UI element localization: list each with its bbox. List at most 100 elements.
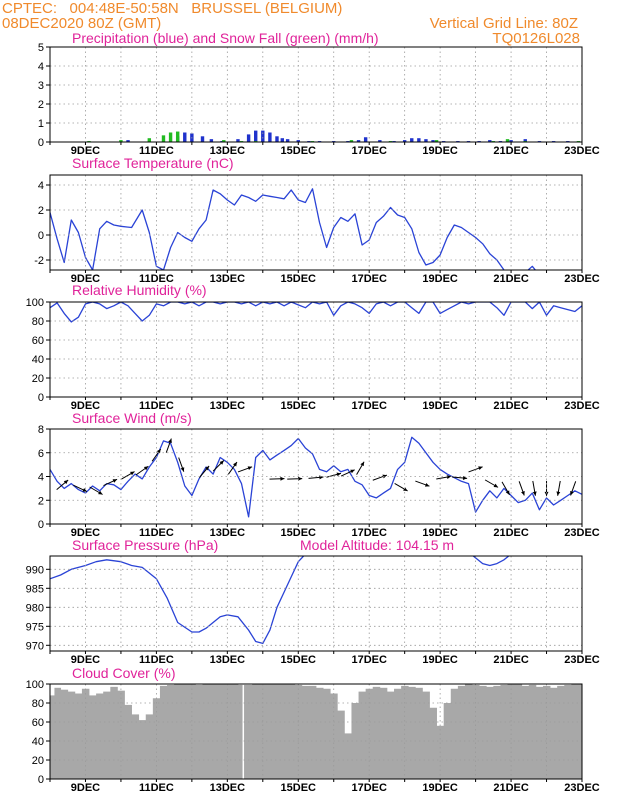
y-tick-label: 40 bbox=[32, 736, 44, 748]
cloud-cover-bar bbox=[188, 684, 196, 779]
x-tick-label: 15DEC bbox=[281, 400, 317, 412]
cloud-cover-bar bbox=[323, 688, 331, 779]
cloud-cover-bar bbox=[54, 687, 62, 779]
wind-arrow-head bbox=[532, 491, 537, 496]
precipitation-bar bbox=[356, 140, 361, 142]
x-tick-label: 17DEC bbox=[351, 527, 387, 539]
precipitation-bar bbox=[378, 140, 382, 142]
snowfall-bar bbox=[434, 140, 439, 142]
x-tick-label: 19DEC bbox=[422, 527, 458, 539]
wind-arrow-head bbox=[168, 438, 172, 444]
x-tick-label: 23DEC bbox=[564, 782, 600, 794]
y-tick-label: 970 bbox=[26, 640, 44, 652]
precipitation-bar bbox=[275, 136, 279, 142]
precipitation-bar bbox=[236, 139, 240, 142]
y-tick-label: 20 bbox=[32, 373, 44, 385]
precip-frame bbox=[49, 46, 583, 143]
cloud-frame bbox=[49, 683, 583, 780]
x-tick-label: 9DEC bbox=[71, 654, 100, 666]
precipitation-bar bbox=[183, 132, 187, 142]
wind-arrow-head bbox=[544, 491, 549, 496]
wind-arrow bbox=[178, 457, 185, 472]
cloud-cover-bar bbox=[372, 686, 381, 779]
y-tick-label: 6 bbox=[38, 448, 44, 460]
wind-arrow-head bbox=[319, 475, 324, 480]
x-tick-label: 19DEC bbox=[422, 400, 458, 412]
wind-arrow bbox=[135, 465, 149, 476]
cloud-cover-bar bbox=[280, 684, 289, 779]
precipitation-bar bbox=[296, 140, 300, 142]
cloud-cover-bar bbox=[195, 684, 203, 779]
wind-arrow-head bbox=[424, 482, 430, 487]
cloud-cover-bar bbox=[138, 720, 147, 779]
cloud-cover-bar bbox=[209, 684, 218, 779]
wind-arrow bbox=[484, 479, 499, 488]
wind-arrow bbox=[56, 479, 69, 491]
humidity-series-line bbox=[50, 302, 582, 323]
wind-arrow-head bbox=[219, 460, 224, 465]
cloud-cover-bar bbox=[422, 691, 430, 779]
wind-arrow bbox=[199, 465, 210, 478]
x-tick-label: 19DEC bbox=[422, 145, 458, 157]
cloud-cover-bar bbox=[464, 684, 473, 779]
x-tick-label: 21DEC bbox=[493, 400, 529, 412]
wind-arrow bbox=[73, 484, 88, 492]
y-tick-label: 100 bbox=[26, 297, 44, 309]
y-tick-label: 8 bbox=[38, 424, 44, 436]
wind-arrow bbox=[501, 481, 510, 496]
cloud-cover-bar bbox=[358, 691, 367, 779]
wind-plot bbox=[50, 436, 582, 518]
wind-arrow-head bbox=[63, 479, 69, 485]
precipitation-bar bbox=[246, 134, 251, 142]
cloud-plot-area: 0 20 40 60 80 100 9DEC 11DEC 13DEC 15DEC 17DEC 19DE… bbox=[26, 679, 600, 794]
cloud-cover-bar bbox=[308, 685, 317, 779]
cloud-cover-bar bbox=[557, 685, 565, 779]
pressure-series-line bbox=[50, 556, 510, 645]
cloud-cover-bar bbox=[294, 684, 303, 779]
wind-arrow-head bbox=[156, 448, 161, 454]
wind-arrow bbox=[103, 478, 118, 487]
cloud-cover-bar bbox=[230, 684, 239, 779]
y-tick-label: 975 bbox=[26, 621, 44, 633]
precipitation-bar bbox=[431, 140, 435, 142]
x-tick-label: 17DEC bbox=[351, 654, 387, 666]
x-tick-label: 13DEC bbox=[210, 654, 246, 666]
wind-arrow bbox=[227, 461, 238, 475]
x-tick-label: 13DEC bbox=[210, 273, 246, 285]
y-tick-label: 0 bbox=[38, 137, 44, 149]
cloud-cover-bar bbox=[429, 707, 437, 779]
temp-series-line bbox=[50, 188, 537, 270]
wind-arrow-head bbox=[350, 469, 355, 474]
cloud-cover-bar bbox=[415, 687, 423, 779]
cloud-cover-bar bbox=[316, 687, 324, 779]
header-grid-line: Vertical Grid Line: 80Z bbox=[430, 15, 578, 32]
y-tick-label: 80 bbox=[32, 316, 44, 328]
cloud-cover-bar bbox=[74, 693, 83, 779]
precipitation-bar bbox=[254, 130, 258, 142]
wind-arrow bbox=[394, 483, 408, 492]
y-tick-label: 1 bbox=[38, 118, 44, 130]
precipitation-bar bbox=[268, 132, 272, 142]
wind-arrow-head bbox=[336, 472, 341, 477]
x-tick-label: 19DEC bbox=[422, 654, 458, 666]
wind-arrow-head bbox=[521, 490, 525, 496]
panel-wind: 0 2 4 6 8 9DEC 11DEC 13DEC 15DEC 17DEC 19DEC 21DEC 2… bbox=[38, 410, 600, 539]
precip-plot bbox=[87, 130, 581, 142]
wind-arrow bbox=[308, 475, 324, 480]
x-tick-label: 21DEC bbox=[493, 527, 529, 539]
y-tick-label: 4 bbox=[38, 472, 44, 484]
cloud-cover-bar bbox=[181, 684, 189, 779]
x-tick-label: 23DEC bbox=[564, 400, 600, 412]
y-tick-label: 990 bbox=[26, 564, 44, 576]
snowfall-bar bbox=[161, 135, 166, 142]
temp-plot bbox=[50, 188, 537, 270]
wind-arrow bbox=[165, 438, 172, 453]
precipitation-bar bbox=[410, 138, 414, 142]
cloud-cover-bar bbox=[273, 684, 281, 779]
cloud-cover-bar bbox=[351, 703, 359, 779]
cloud-cover-bar bbox=[401, 685, 409, 779]
wind-arrow-head bbox=[298, 476, 303, 481]
wind-arrow bbox=[532, 480, 537, 496]
wind-arrow-head bbox=[478, 466, 483, 471]
panel-cloud-cover: 0 20 40 60 80 100 9DEC 11DEC 13DEC 15DEC 17DEC 19DE… bbox=[26, 665, 600, 794]
